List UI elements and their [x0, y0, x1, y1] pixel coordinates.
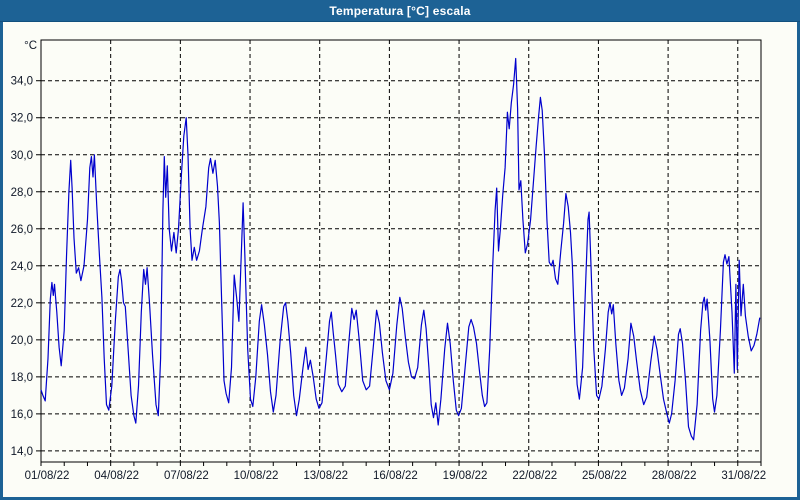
x-tick-label: 13/08/22 — [303, 470, 348, 482]
x-tick-label: 22/08/22 — [512, 470, 557, 482]
y-tick-label: 28,0 — [11, 187, 33, 199]
y-tick-label: 22,0 — [11, 298, 33, 310]
x-tick-label: 04/08/22 — [94, 470, 139, 482]
y-tick-label: 14,0 — [11, 446, 33, 458]
y-tick-label: 32,0 — [11, 113, 33, 125]
x-tick-label: 28/08/22 — [652, 470, 697, 482]
y-tick-label: 16,0 — [11, 409, 33, 421]
x-tick-label: 10/08/22 — [234, 470, 279, 482]
y-tick-label: 24,0 — [11, 261, 33, 273]
y-axis-unit-label: °C — [24, 40, 37, 52]
y-tick-label: 30,0 — [11, 150, 33, 162]
x-tick-label: 19/08/22 — [443, 470, 488, 482]
x-tick-label: 07/08/22 — [164, 470, 209, 482]
title-bar: Temperatura [°C] escala — [0, 0, 800, 22]
chart-panel — [3, 22, 797, 497]
x-tick-label: 31/08/22 — [721, 470, 766, 482]
x-tick-label: 16/08/22 — [373, 470, 418, 482]
y-tick-label: 26,0 — [11, 224, 33, 236]
temperature-line — [40, 57, 761, 441]
y-tick-label: 18,0 — [11, 372, 33, 384]
y-tick-label: 20,0 — [11, 335, 33, 347]
y-tick-label: 34,0 — [11, 76, 33, 88]
chart-title: Temperatura [°C] escala — [329, 3, 471, 18]
x-tick-label: 25/08/22 — [582, 470, 627, 482]
x-tick-label: 01/08/22 — [25, 470, 70, 482]
plot-border — [40, 39, 762, 463]
